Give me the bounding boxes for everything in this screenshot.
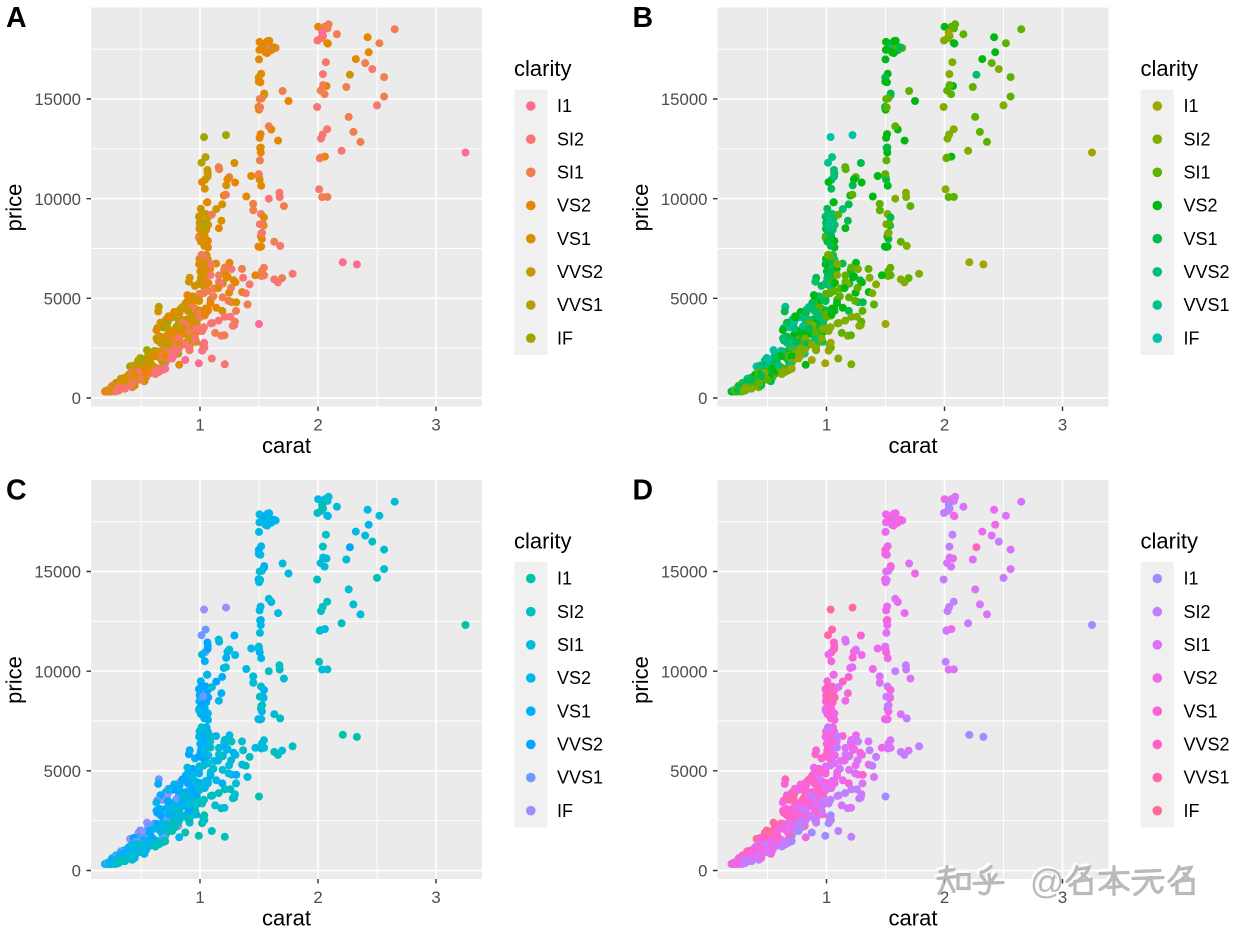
svg-text:15000: 15000 <box>661 90 708 109</box>
svg-text:1: 1 <box>822 416 831 435</box>
svg-text:VS1: VS1 <box>557 229 591 249</box>
svg-text:3: 3 <box>1058 888 1067 907</box>
svg-text:A: A <box>6 2 27 34</box>
svg-text:price: price <box>2 656 27 704</box>
svg-text:C: C <box>6 475 27 507</box>
svg-text:15000: 15000 <box>34 563 81 582</box>
svg-text:0: 0 <box>698 389 707 408</box>
svg-text:SI1: SI1 <box>557 635 584 655</box>
svg-text:clarity: clarity <box>1141 529 1198 554</box>
svg-text:SI2: SI2 <box>557 129 584 149</box>
svg-text:VVS2: VVS2 <box>557 262 603 282</box>
svg-text:VS2: VS2 <box>1184 196 1218 216</box>
svg-text:1: 1 <box>195 888 204 907</box>
svg-text:VVS1: VVS1 <box>557 768 603 788</box>
svg-text:I1: I1 <box>557 96 572 116</box>
svg-text:IF: IF <box>557 328 573 348</box>
svg-text:price: price <box>628 184 653 232</box>
svg-text:10000: 10000 <box>661 662 708 681</box>
svg-text:IF: IF <box>557 801 573 821</box>
svg-text:2: 2 <box>313 888 322 907</box>
svg-text:SI2: SI2 <box>557 602 584 622</box>
svg-text:VVS1: VVS1 <box>557 295 603 315</box>
svg-text:carat: carat <box>889 433 938 458</box>
svg-text:SI1: SI1 <box>557 163 584 183</box>
svg-text:SI2: SI2 <box>1184 602 1211 622</box>
svg-text:VVS2: VVS2 <box>1184 262 1230 282</box>
svg-text:5000: 5000 <box>670 762 707 781</box>
svg-text:10000: 10000 <box>34 662 81 681</box>
svg-text:VS1: VS1 <box>1184 701 1218 721</box>
svg-text:10000: 10000 <box>661 190 708 209</box>
svg-text:carat: carat <box>262 433 311 458</box>
svg-text:3: 3 <box>1058 416 1067 435</box>
svg-text:5000: 5000 <box>670 289 707 308</box>
svg-text:1: 1 <box>195 416 204 435</box>
svg-text:I1: I1 <box>1184 569 1199 589</box>
svg-text:10000: 10000 <box>34 190 81 209</box>
svg-text:carat: carat <box>262 906 311 931</box>
svg-text:SI2: SI2 <box>1184 129 1211 149</box>
svg-text:1: 1 <box>822 888 831 907</box>
svg-text:3: 3 <box>431 888 440 907</box>
svg-text:I1: I1 <box>1184 96 1199 116</box>
svg-text:@: @ <box>1028 861 1063 899</box>
svg-text:0: 0 <box>72 862 81 881</box>
svg-text:VS2: VS2 <box>557 668 591 688</box>
svg-text:clarity: clarity <box>514 56 571 81</box>
svg-text:VS2: VS2 <box>557 196 591 216</box>
svg-text:SI1: SI1 <box>1184 635 1211 655</box>
svg-text:VVS2: VVS2 <box>1184 735 1230 755</box>
svg-text:VS1: VS1 <box>1184 229 1218 249</box>
svg-text:15000: 15000 <box>661 563 708 582</box>
svg-text:2: 2 <box>940 416 949 435</box>
svg-text:5000: 5000 <box>44 289 81 308</box>
svg-text:D: D <box>633 475 654 507</box>
svg-text:0: 0 <box>72 389 81 408</box>
svg-text:IF: IF <box>1184 801 1200 821</box>
svg-text:IF: IF <box>1184 328 1200 348</box>
svg-text:B: B <box>633 2 654 34</box>
svg-text:price: price <box>2 184 27 232</box>
svg-text:2: 2 <box>940 888 949 907</box>
svg-text:VS1: VS1 <box>557 701 591 721</box>
svg-text:VVS1: VVS1 <box>1184 295 1230 315</box>
svg-text:@: @ <box>1030 864 1065 902</box>
svg-text:VVS2: VVS2 <box>557 735 603 755</box>
svg-text:VVS1: VVS1 <box>1184 768 1230 788</box>
svg-text:SI1: SI1 <box>1184 163 1211 183</box>
svg-text:0: 0 <box>698 862 707 881</box>
svg-text:VS2: VS2 <box>1184 668 1218 688</box>
svg-text:I1: I1 <box>557 569 572 589</box>
svg-text:3: 3 <box>431 416 440 435</box>
svg-text:carat: carat <box>889 906 938 931</box>
svg-text:price: price <box>628 656 653 704</box>
svg-text:clarity: clarity <box>1141 56 1198 81</box>
svg-text:15000: 15000 <box>34 90 81 109</box>
svg-text:clarity: clarity <box>514 529 571 554</box>
svg-text:5000: 5000 <box>44 762 81 781</box>
svg-text:2: 2 <box>313 416 322 435</box>
